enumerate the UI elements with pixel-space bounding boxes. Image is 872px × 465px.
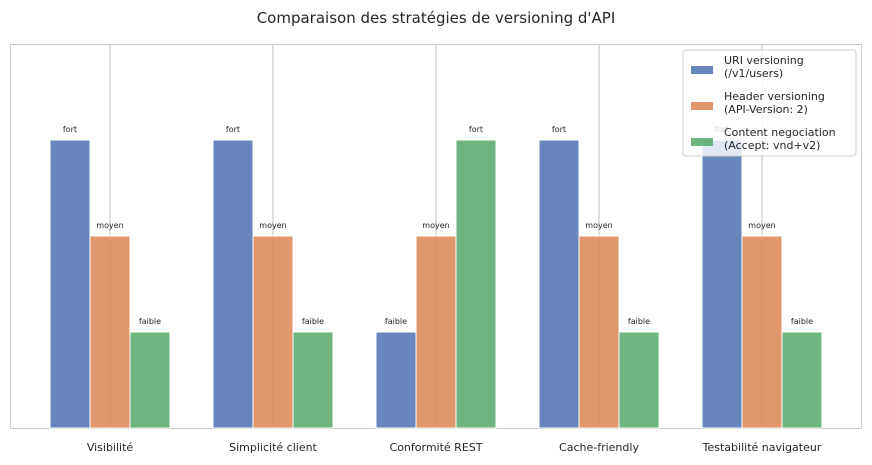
- bar: [618, 331, 660, 429]
- bar-value-label: faible: [302, 317, 324, 326]
- legend-swatch: [691, 102, 713, 110]
- legend-label: URI versioning (/v1/users): [724, 54, 804, 80]
- legend-swatch: [691, 138, 713, 146]
- bar: [252, 235, 294, 429]
- bar: [292, 331, 334, 429]
- x-tick-labels: Visibilité Simplicité client Conformité RE…: [87, 441, 822, 454]
- bar-value-label: faible: [139, 317, 161, 326]
- legend-label: Content negociation (Accept: vnd+v2): [724, 126, 836, 152]
- bar-labels: fort fort faible fort fort moyen moyen moyen moy…: [63, 125, 813, 326]
- bar-value-label: faible: [628, 317, 650, 326]
- bar: [701, 139, 743, 429]
- bar: [455, 139, 497, 429]
- bars: [49, 139, 823, 429]
- bar: [129, 331, 171, 429]
- bar-value-label: faible: [791, 317, 813, 326]
- bar: [375, 331, 417, 429]
- bar-value-label: fort: [552, 125, 566, 134]
- bar: [741, 235, 783, 429]
- x-tick-label: Conformité REST: [390, 441, 483, 454]
- bar-value-label: moyen: [96, 221, 123, 230]
- bar: [49, 139, 91, 429]
- bar-value-label: moyen: [422, 221, 449, 230]
- bar-value-label: faible: [385, 317, 407, 326]
- bar: [578, 235, 620, 429]
- bar: [415, 235, 457, 429]
- bar: [212, 139, 254, 429]
- bar: [89, 235, 131, 429]
- legend-label: Header versioning (API-Version: 2): [724, 90, 825, 116]
- bar-value-label: moyen: [259, 221, 286, 230]
- x-tick-label: Simplicité client: [229, 441, 317, 454]
- bar: [781, 331, 823, 429]
- legend-swatch: [691, 66, 713, 74]
- chart-title: Comparaison des stratégies de versioning…: [257, 9, 616, 27]
- bar-value-label: fort: [226, 125, 240, 134]
- x-tick-label: Visibilité: [87, 441, 134, 454]
- bar: [538, 139, 580, 429]
- bar-value-label: fort: [63, 125, 77, 134]
- legend: URI versioning (/v1/users) Header versioni…: [682, 49, 857, 157]
- x-tick-label: Testabilité navigateur: [702, 441, 822, 454]
- bar-value-label: moyen: [585, 221, 612, 230]
- legend-box: [682, 49, 857, 157]
- bar-value-label: fort: [469, 125, 483, 134]
- x-tick-label: Cache-friendly: [559, 441, 639, 454]
- bar-value-label: moyen: [748, 221, 775, 230]
